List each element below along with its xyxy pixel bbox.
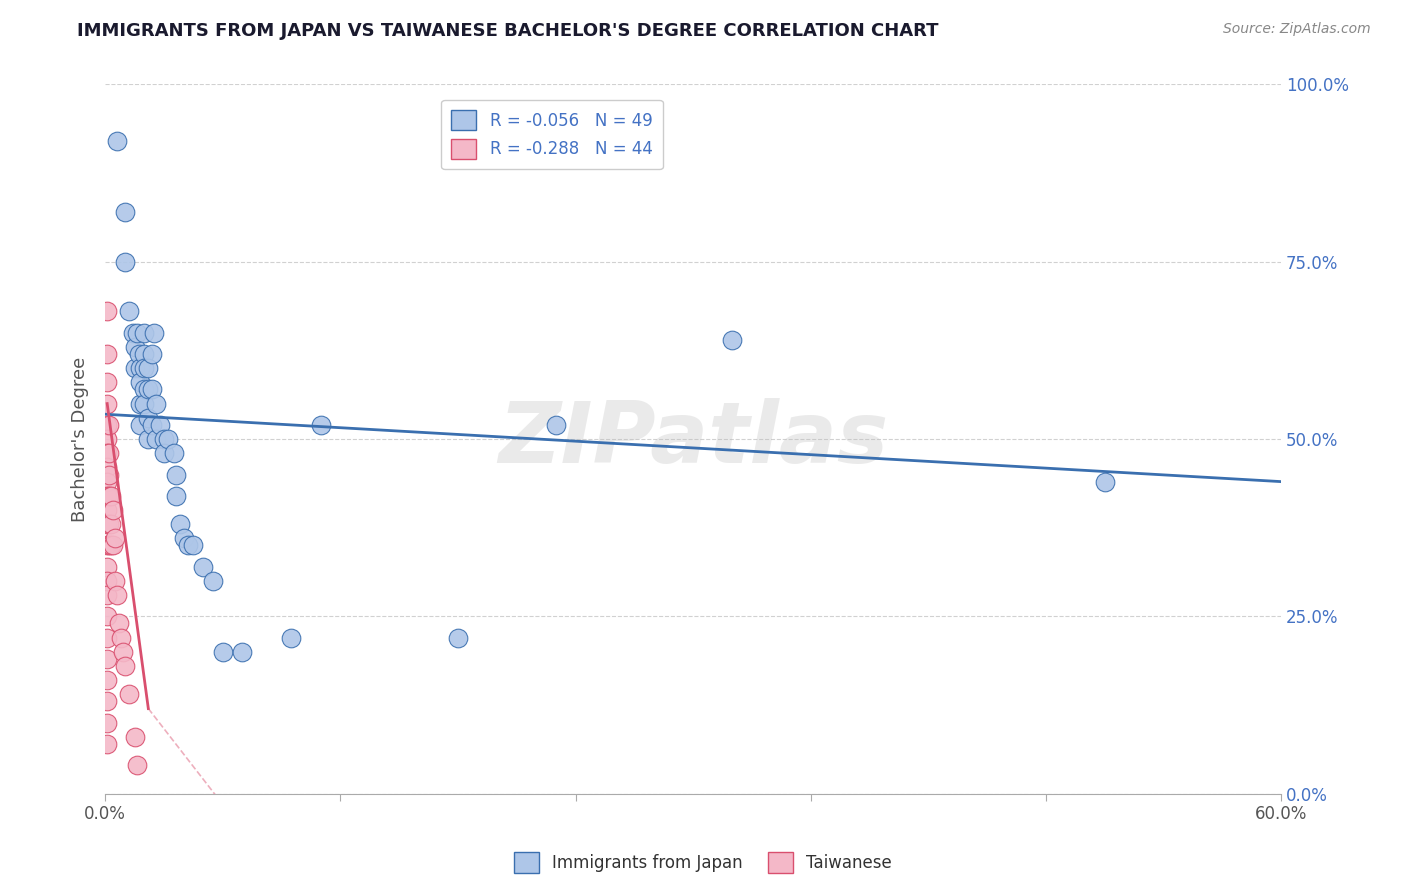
Point bbox=[108, 616, 131, 631]
Point bbox=[134, 347, 156, 361]
Point bbox=[128, 347, 150, 361]
Text: IMMIGRANTS FROM JAPAN VS TAIWANESE BACHELOR'S DEGREE CORRELATION CHART: IMMIGRANTS FROM JAPAN VS TAIWANESE BACHE… bbox=[77, 22, 939, 40]
Point bbox=[100, 489, 122, 503]
Text: Source: ZipAtlas.com: Source: ZipAtlas.com bbox=[1223, 22, 1371, 37]
Point bbox=[129, 376, 152, 390]
Point bbox=[309, 417, 332, 432]
Point bbox=[96, 694, 118, 708]
Point bbox=[96, 489, 118, 503]
Y-axis label: Bachelor's Degree: Bachelor's Degree bbox=[72, 357, 89, 522]
Point bbox=[176, 538, 198, 552]
Point bbox=[183, 538, 205, 552]
Point bbox=[145, 396, 167, 410]
Point bbox=[124, 730, 146, 744]
Point bbox=[110, 631, 132, 645]
Point bbox=[153, 432, 176, 446]
Text: ZIPatlas: ZIPatlas bbox=[498, 398, 889, 481]
Point bbox=[1094, 475, 1116, 489]
Point bbox=[96, 673, 118, 688]
Point bbox=[96, 475, 118, 489]
Point bbox=[96, 376, 118, 390]
Point bbox=[136, 432, 159, 446]
Point bbox=[145, 432, 167, 446]
Point bbox=[96, 538, 118, 552]
Point bbox=[98, 446, 121, 460]
Point bbox=[96, 446, 118, 460]
Point bbox=[173, 532, 195, 546]
Point bbox=[114, 254, 136, 268]
Point bbox=[121, 326, 143, 340]
Point bbox=[124, 361, 146, 376]
Point bbox=[114, 659, 136, 673]
Point bbox=[96, 503, 118, 517]
Point bbox=[96, 396, 118, 410]
Point bbox=[96, 588, 118, 602]
Point bbox=[193, 559, 215, 574]
Point bbox=[134, 396, 156, 410]
Point bbox=[156, 432, 179, 446]
Point bbox=[141, 417, 163, 432]
Point bbox=[96, 517, 118, 532]
Point bbox=[143, 326, 166, 340]
Point bbox=[114, 205, 136, 219]
Point bbox=[125, 326, 148, 340]
Point bbox=[100, 517, 122, 532]
Point bbox=[96, 417, 118, 432]
Point bbox=[98, 489, 121, 503]
Point bbox=[129, 396, 152, 410]
Point bbox=[280, 631, 302, 645]
Point bbox=[96, 609, 118, 624]
Point bbox=[111, 645, 134, 659]
Point bbox=[134, 383, 156, 397]
Point bbox=[96, 574, 118, 588]
Point bbox=[100, 538, 122, 552]
Point bbox=[165, 489, 187, 503]
Point bbox=[211, 645, 233, 659]
Point bbox=[98, 467, 121, 482]
Point bbox=[96, 432, 118, 446]
Point bbox=[104, 532, 127, 546]
Point bbox=[141, 383, 163, 397]
Point bbox=[129, 361, 152, 376]
Point bbox=[136, 410, 159, 425]
Point bbox=[125, 758, 148, 772]
Point bbox=[124, 340, 146, 354]
Point bbox=[98, 517, 121, 532]
Point bbox=[447, 631, 470, 645]
Point bbox=[129, 417, 152, 432]
Point bbox=[96, 652, 118, 666]
Point bbox=[101, 538, 124, 552]
Point bbox=[101, 503, 124, 517]
Point bbox=[96, 737, 118, 751]
Point bbox=[105, 588, 128, 602]
Point bbox=[153, 446, 176, 460]
Point bbox=[118, 687, 141, 701]
Point bbox=[96, 559, 118, 574]
Legend: R = -0.056   N = 49, R = -0.288   N = 44: R = -0.056 N = 49, R = -0.288 N = 44 bbox=[441, 100, 662, 169]
Point bbox=[96, 460, 118, 475]
Point bbox=[201, 574, 224, 588]
Point bbox=[544, 417, 567, 432]
Point bbox=[136, 383, 159, 397]
Point bbox=[169, 517, 191, 532]
Point bbox=[104, 574, 127, 588]
Point bbox=[134, 326, 156, 340]
Point bbox=[118, 304, 141, 318]
Point bbox=[96, 715, 118, 730]
Point bbox=[136, 361, 159, 376]
Point bbox=[231, 645, 253, 659]
Point bbox=[98, 538, 121, 552]
Point bbox=[98, 417, 121, 432]
Legend: Immigrants from Japan, Taiwanese: Immigrants from Japan, Taiwanese bbox=[508, 846, 898, 880]
Point bbox=[96, 631, 118, 645]
Point bbox=[165, 467, 187, 482]
Point bbox=[134, 361, 156, 376]
Point bbox=[96, 304, 118, 318]
Point bbox=[96, 347, 118, 361]
Point bbox=[105, 134, 128, 148]
Point bbox=[163, 446, 186, 460]
Point bbox=[141, 347, 163, 361]
Point bbox=[149, 417, 172, 432]
Point bbox=[721, 333, 744, 347]
